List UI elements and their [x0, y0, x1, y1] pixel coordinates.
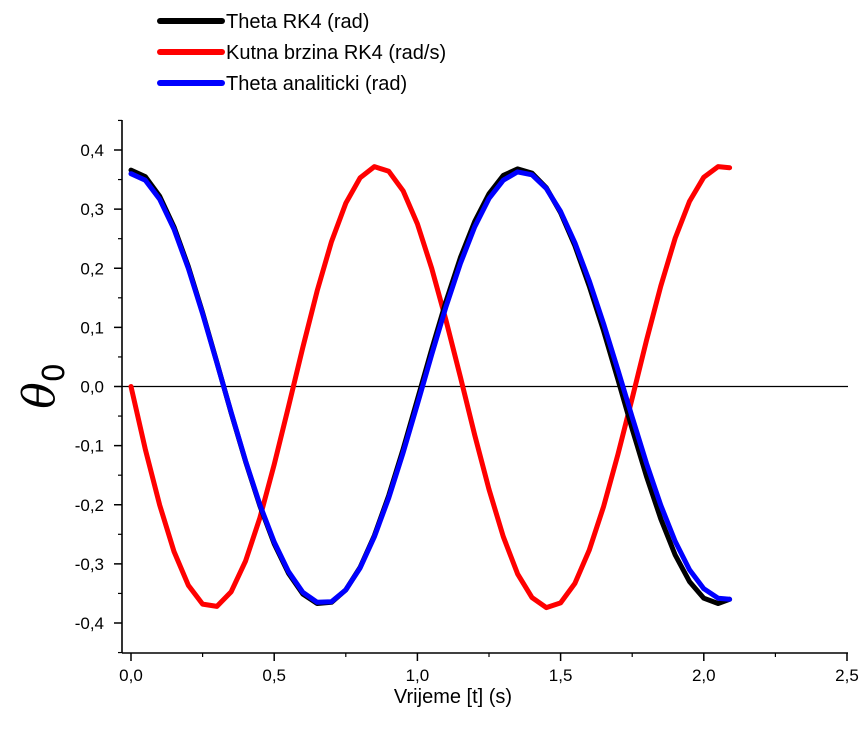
y-tick-label: -0,1 [75, 437, 104, 456]
series-group [128, 164, 733, 611]
y-ticks: 0,4 0,3 0,2 0,1 0,0 -0,1 -0,2 -0,3 -0,4 [75, 119, 122, 654]
x-ticks: 0,0 0,5 1,0 1,5 2,0 2,5 [119, 653, 859, 685]
y-axis-title-symbol: θ [14, 382, 65, 409]
legend-label: Theta RK4 (rad) [226, 11, 369, 33]
legend-label: Kutna brzina RK4 (rad/s) [226, 42, 446, 64]
y-axis-title-subscript: 0 [37, 363, 72, 382]
x-tick-label: 0,0 [119, 666, 143, 685]
y-tick-label: 0,2 [80, 259, 104, 278]
series-line-2 [128, 164, 733, 611]
x-tick-label: 2,0 [692, 666, 716, 685]
series-line-3 [128, 169, 733, 605]
x-tick-label: 2,5 [835, 666, 859, 685]
y-tick-label: -0,3 [75, 555, 104, 574]
x-tick-label: 1,5 [549, 666, 573, 685]
x-tick-label: 1,0 [406, 666, 430, 685]
y-tick-label: 0,4 [80, 141, 104, 160]
legend: Theta RK4 (rad) Kutna brzina RK4 (rad/s) T… [157, 11, 446, 95]
legend-label: Theta analiticki (rad) [226, 73, 407, 95]
y-tick-label: -0,4 [75, 614, 104, 633]
y-tick-label: 0,3 [80, 200, 104, 219]
y-tick-label: 0,1 [80, 318, 104, 337]
x-tick-label: 0,5 [262, 666, 286, 685]
y-axis-title: θ0 [14, 363, 72, 409]
y-tick-label: 0,0 [80, 378, 104, 397]
x-axis-title: Vrijeme [t] (s) [394, 686, 512, 708]
y-tick-label: -0,2 [75, 496, 104, 515]
